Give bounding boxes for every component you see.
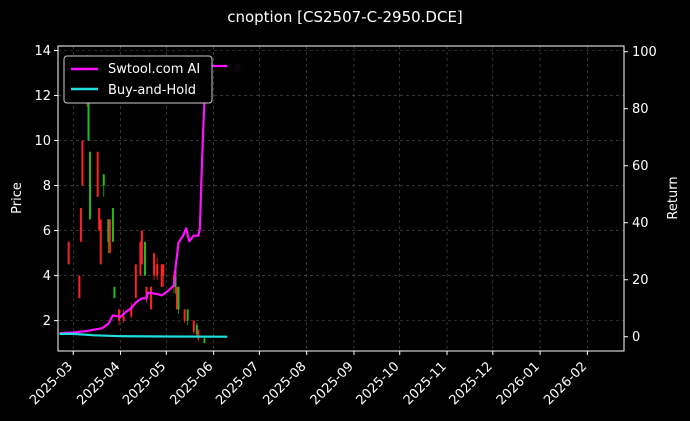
candle-body bbox=[111, 208, 114, 242]
y-left-label: Price bbox=[10, 182, 25, 214]
candle-body bbox=[89, 151, 92, 220]
candle-body bbox=[67, 241, 70, 265]
y-right-tick-label: 100 bbox=[632, 45, 657, 60]
candle-body bbox=[108, 219, 111, 254]
y-left-tick-label: 14 bbox=[34, 44, 51, 59]
candle-body bbox=[153, 253, 156, 276]
candle-body bbox=[130, 307, 133, 317]
y-left-tick-label: 6 bbox=[43, 224, 51, 239]
candle-body bbox=[203, 338, 206, 344]
candle-body bbox=[102, 174, 105, 186]
candle-body bbox=[156, 264, 159, 276]
y-left-tick-label: 2 bbox=[43, 314, 51, 329]
right-axis: 0 20 40 60 80 100 bbox=[624, 45, 657, 345]
legend-label-buyhold: Buy-and-Hold bbox=[108, 83, 196, 98]
legend: Swtool.com AI Buy-and-Hold bbox=[63, 55, 213, 104]
y-right-tick-label: 80 bbox=[632, 102, 649, 117]
y-right-tick-label: 60 bbox=[632, 159, 649, 174]
candle-body bbox=[118, 309, 121, 321]
grid bbox=[58, 46, 624, 351]
candle-body bbox=[134, 264, 137, 299]
candle-body bbox=[139, 241, 142, 276]
y-left-tick-label: 4 bbox=[43, 269, 51, 284]
candle-body bbox=[87, 84, 90, 141]
legend-box bbox=[63, 55, 213, 104]
candle-body bbox=[186, 309, 189, 321]
series-line bbox=[59, 59, 228, 335]
y-left-tick-label: 10 bbox=[34, 134, 51, 149]
legend-label-strategy: Swtool.com AI bbox=[108, 62, 200, 77]
candle-body bbox=[162, 264, 165, 276]
candle-body bbox=[107, 219, 110, 242]
candle-body bbox=[140, 230, 143, 265]
candle-body bbox=[81, 140, 84, 186]
series-line bbox=[59, 332, 228, 338]
candle-body bbox=[99, 219, 102, 265]
candle-body bbox=[192, 320, 195, 332]
candle-body bbox=[175, 286, 178, 310]
candle-body bbox=[122, 316, 125, 321]
y-right-label: Return bbox=[666, 176, 681, 219]
y-right-tick-label: 20 bbox=[632, 273, 649, 288]
y-right-tick-label: 40 bbox=[632, 216, 649, 231]
y-right-tick-label: 0 bbox=[632, 330, 640, 345]
candle-body bbox=[113, 286, 116, 299]
candle-body bbox=[79, 208, 82, 242]
candle-body bbox=[78, 275, 81, 299]
candle-body bbox=[98, 208, 101, 231]
candle-body bbox=[143, 241, 146, 276]
candle-body bbox=[177, 286, 180, 310]
candle-body bbox=[183, 309, 186, 321]
plot-frame bbox=[57, 45, 625, 352]
candle-body bbox=[145, 286, 148, 299]
series-lines bbox=[59, 59, 228, 338]
candle-body bbox=[195, 325, 198, 335]
left-axis: 2 4 6 8 10 12 14 bbox=[34, 44, 58, 329]
y-left-tick-label: 12 bbox=[34, 89, 51, 104]
candle-body bbox=[150, 286, 153, 310]
chart-title: cnoption [CS2507-C-2950.DCE] bbox=[227, 8, 463, 26]
y-left-tick-label: 8 bbox=[43, 179, 51, 194]
candle-body bbox=[160, 264, 163, 287]
candle-body bbox=[96, 151, 99, 197]
candle-body bbox=[197, 329, 200, 339]
